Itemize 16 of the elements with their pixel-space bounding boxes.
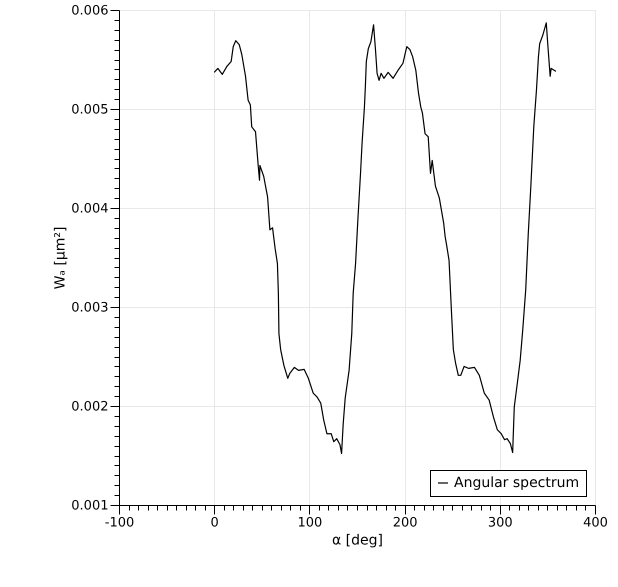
x-tick-label: 100 bbox=[297, 516, 322, 530]
y-tick-label: 0.003 bbox=[71, 300, 108, 316]
x-tick-label: 300 bbox=[488, 516, 513, 530]
y-tick-label: 0.002 bbox=[71, 400, 108, 414]
legend-label: Angular spectrum bbox=[454, 475, 580, 491]
x-tick-label: 200 bbox=[392, 516, 418, 530]
x-tick-label: 400 bbox=[583, 516, 608, 530]
y-tick-label: 0.005 bbox=[71, 102, 108, 118]
y-axis-title: Wₐ [µm²] bbox=[52, 226, 68, 290]
x-tick-label: 0 bbox=[210, 516, 219, 530]
y-tick-label: 0.004 bbox=[71, 202, 108, 216]
y-tick-label: 0.006 bbox=[71, 4, 108, 18]
x-axis-title: α [deg] bbox=[332, 532, 383, 548]
y-tick-label: 0.001 bbox=[71, 498, 108, 514]
line-series bbox=[214, 22, 557, 454]
x-tick-label: -100 bbox=[104, 516, 134, 530]
